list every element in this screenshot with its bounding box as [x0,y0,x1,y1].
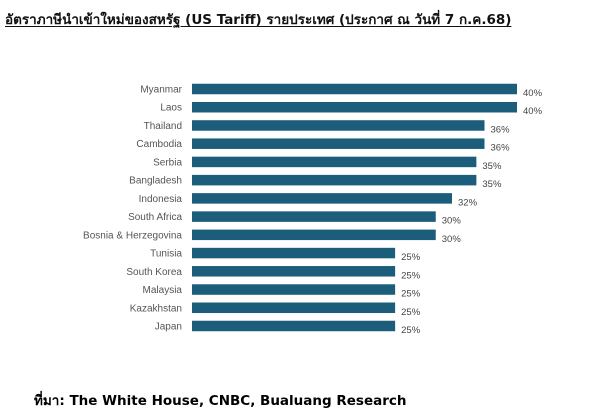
chart-title: อัตราภาษีนำเข้าใหม่ของสหรัฐ (US Tariff) … [5,12,512,28]
category-label: Thailand [144,121,182,132]
value-label: 30% [442,234,462,245]
bar [192,229,436,241]
bar [192,83,517,95]
value-label: 36% [491,143,511,154]
category-label: Bangladesh [129,176,182,187]
category-label: Indonesia [139,194,183,205]
bar [192,320,396,332]
bar [192,174,477,186]
bar [192,101,517,113]
value-label: 25% [401,307,421,318]
value-label: 35% [482,179,502,190]
bars-group: Myanmar 40% Laos 40% Thailand 36% Cambodia 36% S… [83,83,543,336]
bar [192,211,436,222]
category-label: Myanmar [140,85,182,96]
category-label: Laos [160,103,182,114]
bar [192,138,485,149]
category-label: South Korea [126,267,182,278]
value-label: 25% [401,325,421,336]
category-label: Serbia [153,157,182,168]
category-label: Cambodia [136,139,182,150]
bar [192,247,396,259]
value-label: 35% [482,161,502,172]
value-label: 25% [401,252,421,263]
bar [192,120,485,131]
category-label: South Africa [128,212,182,223]
value-label: 30% [442,216,462,227]
value-label: 40% [523,88,543,99]
source-note: ที่มา: The White House, CNBC, Bualuang R… [34,393,407,409]
bar [192,193,452,204]
value-label: 40% [523,106,543,117]
bar [192,156,477,168]
bar [192,266,396,277]
value-label: 32% [458,197,478,208]
category-label: Japan [155,321,182,332]
value-label: 36% [491,124,511,135]
value-label: 25% [401,289,421,300]
category-label: Kazakhstan [130,303,182,314]
category-label: Tunisia [150,249,182,260]
category-label: Malaysia [143,285,183,296]
value-label: 25% [401,270,421,281]
bar [192,302,396,314]
bar [192,284,396,295]
category-label: Bosnia & Herzegovina [83,230,182,241]
